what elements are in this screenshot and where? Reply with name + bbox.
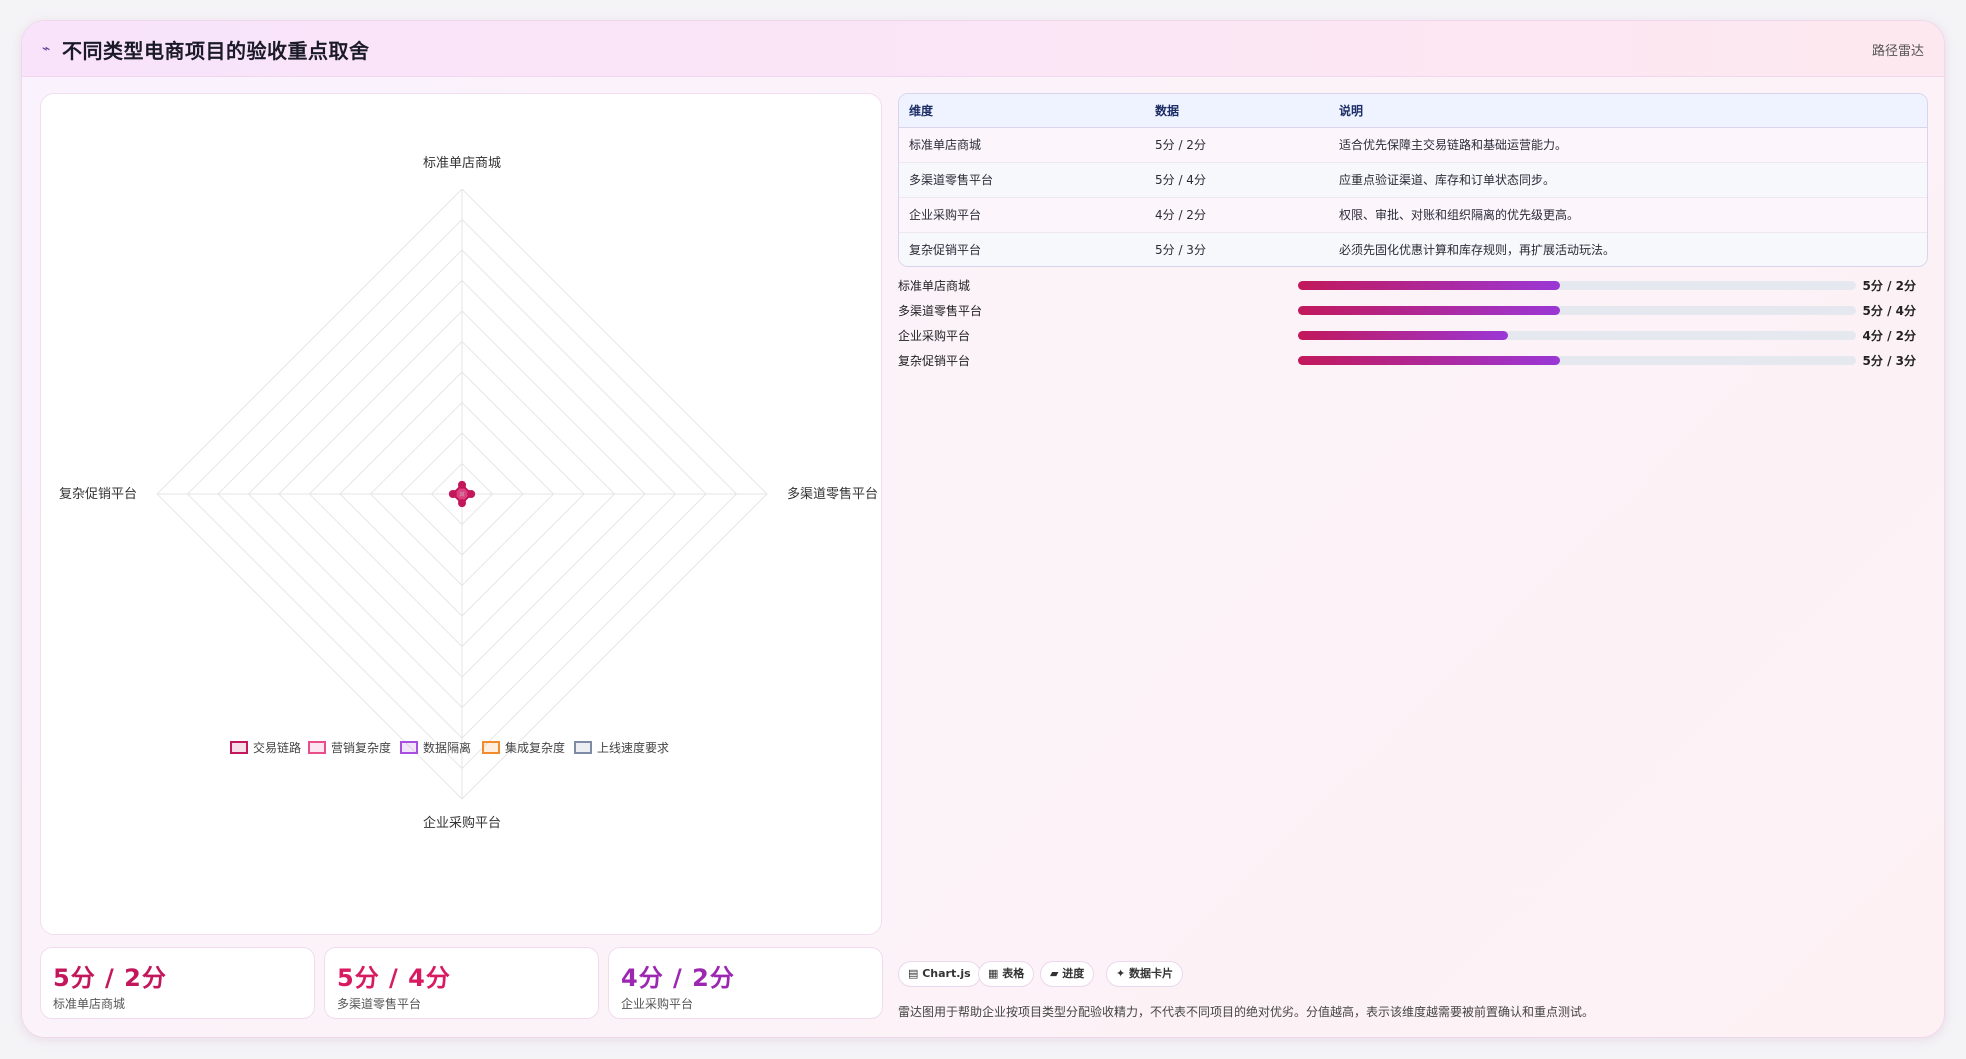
table-header-cell: 数据 bbox=[1145, 94, 1329, 128]
table-cell: 必须先固化优惠计算和库存规则，再扩展活动玩法。 bbox=[1329, 232, 1927, 266]
stat-value: 5分 / 4分 bbox=[337, 964, 451, 992]
legend-swatch bbox=[482, 741, 500, 754]
data-point bbox=[448, 490, 457, 498]
progress-label: 企业采购平台 bbox=[898, 329, 971, 343]
table-cell: 5分 / 4分 bbox=[1145, 162, 1329, 198]
legend-swatch bbox=[308, 741, 326, 754]
progress-fill bbox=[1298, 331, 1508, 340]
stat-label: 多渠道零售平台 bbox=[337, 997, 422, 1011]
table-header-cell: 维度 bbox=[899, 94, 1145, 128]
data-table: 维度 数据 说明 标准单店商城 5分 / 2分 适合优先保障主交易链路和基础运营… bbox=[898, 93, 1928, 267]
table-cell: 适合优先保障主交易链路和基础运营能力。 bbox=[1329, 127, 1927, 163]
legend-swatch bbox=[230, 741, 248, 754]
table-header-row: 维度 数据 说明 bbox=[899, 94, 1927, 128]
stat-value: 5分 / 2分 bbox=[53, 964, 167, 992]
table-cell: 4分 / 2分 bbox=[1145, 197, 1329, 233]
stat-label: 企业采购平台 bbox=[621, 997, 694, 1011]
radar-chart-panel: 标准单店商城多渠道零售平台企业采购平台 复杂促销平台交易链路 营销复杂度 数据隔离 集成… bbox=[40, 93, 882, 935]
progress-value: 5分 / 3分 bbox=[1862, 354, 1916, 368]
progress-row: 复杂促销平台 5分 / 3分 bbox=[898, 350, 1928, 370]
chip-table[interactable]: ▦ 表格 bbox=[978, 961, 1035, 987]
stat-value: 4分 / 2分 bbox=[621, 964, 735, 992]
table-row: 标准单店商城 5分 / 2分 适合优先保障主交易链路和基础运营能力。 bbox=[899, 127, 1927, 163]
stat-card: 4分 / 2分 企业采购平台 bbox=[608, 947, 883, 1019]
legend-swatch bbox=[400, 741, 418, 754]
legend-label: 数据隔离 bbox=[423, 740, 471, 755]
progress-label: 复杂促销平台 bbox=[898, 354, 971, 368]
header-link[interactable]: 路径雷达 bbox=[1871, 44, 1924, 59]
table-row: 多渠道零售平台 5分 / 4分 应重点验证渠道、库存和订单状态同步。 bbox=[899, 162, 1927, 198]
progress-track bbox=[1298, 281, 1856, 290]
progress-track bbox=[1298, 306, 1856, 315]
progress-row: 标准单店商城 5分 / 2分 bbox=[898, 275, 1928, 295]
chart-line-icon: ⌁ bbox=[42, 41, 51, 57]
axis-label: 复杂促销平台 bbox=[59, 487, 137, 502]
progress-label: 标准单店商城 bbox=[898, 279, 971, 293]
header: ⌁ 不同类型电商项目的验收重点取舍 路径雷达 bbox=[22, 21, 1944, 77]
progress-track bbox=[1298, 356, 1856, 365]
legend-swatch bbox=[574, 741, 592, 754]
chip-data-card[interactable]: ✦ 数据卡片 bbox=[1106, 961, 1184, 987]
progress-value: 5分 / 4分 bbox=[1862, 304, 1916, 318]
progress-track bbox=[1298, 331, 1856, 340]
table-cell: 多渠道零售平台 bbox=[899, 162, 1145, 198]
footnote: 雷达图用于帮助企业按项目类型分配验收精力，不代表不同项目的绝对优劣。分值越高，表… bbox=[898, 1005, 1595, 1019]
stat-card: 5分 / 2分 标准单店商城 bbox=[40, 947, 315, 1019]
progress-fill bbox=[1298, 306, 1561, 315]
legend-label: 上线速度要求 bbox=[597, 740, 669, 755]
progress-row: 企业采购平台 4分 / 2分 bbox=[898, 325, 1928, 345]
table-cell: 应重点验证渠道、库存和订单状态同步。 bbox=[1329, 162, 1927, 198]
stat-label: 标准单店商城 bbox=[53, 997, 126, 1011]
progress-label: 多渠道零售平台 bbox=[898, 304, 983, 318]
progress-row: 多渠道零售平台 5分 / 4分 bbox=[898, 300, 1928, 320]
legend-label: 集成复杂度 bbox=[505, 740, 565, 755]
progress-value: 5分 / 2分 bbox=[1862, 279, 1916, 293]
data-point bbox=[458, 480, 466, 489]
table-cell: 5分 / 3分 bbox=[1145, 232, 1329, 266]
axis-label: 标准单店商城 bbox=[423, 156, 501, 171]
chip-chartjs[interactable]: ▤ Chart.js bbox=[898, 961, 981, 987]
table-cell: 标准单店商城 bbox=[899, 127, 1145, 163]
table-cell: 权限、审批、对账和组织隔离的优先级更高。 bbox=[1329, 197, 1927, 233]
page-title: 不同类型电商项目的验收重点取舍 bbox=[62, 39, 370, 63]
table-cell: 企业采购平台 bbox=[899, 197, 1145, 233]
legend-label: 营销复杂度 bbox=[331, 740, 391, 755]
legend-label: 交易链路 bbox=[253, 740, 301, 755]
data-point bbox=[458, 499, 466, 508]
table-cell: 5分 / 2分 bbox=[1145, 127, 1329, 163]
axis-label: 企业采购平台 bbox=[423, 815, 501, 831]
progress-fill bbox=[1298, 281, 1561, 290]
main-card: ⌁ 不同类型电商项目的验收重点取舍 路径雷达 标准单店商城 多渠道零售平台 企业采购… bbox=[21, 20, 1945, 1038]
table-header-cell: 说明 bbox=[1329, 94, 1927, 128]
stat-card: 5分 / 4分 多渠道零售平台 bbox=[324, 947, 599, 1019]
table-row: 复杂促销平台 5分 / 3分 必须先固化优惠计算和库存规则，再扩展活动玩法。 bbox=[899, 232, 1927, 266]
table-row: 企业采购平台 4分 / 2分 权限、审批、对账和组织隔离的优先级更高。 bbox=[899, 197, 1927, 233]
axis-label: 多渠道零售平台 bbox=[787, 486, 878, 502]
chip-progress[interactable]: ▰ 进度 bbox=[1040, 961, 1095, 987]
progress-fill bbox=[1298, 356, 1561, 365]
data-point bbox=[467, 490, 476, 498]
progress-value: 4分 / 2分 bbox=[1862, 329, 1916, 343]
table-cell: 复杂促销平台 bbox=[899, 232, 1145, 266]
